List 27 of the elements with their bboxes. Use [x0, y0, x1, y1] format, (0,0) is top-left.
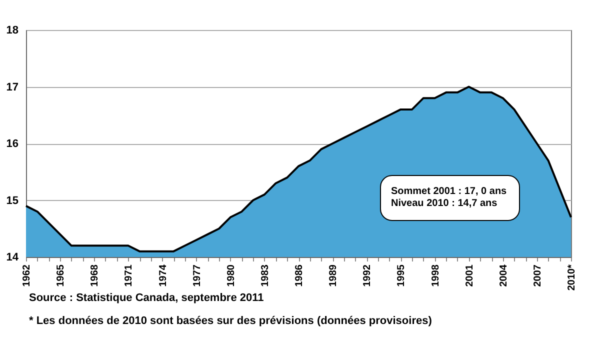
y-tick-label: 16	[6, 138, 18, 150]
x-tick-label: 1974	[158, 264, 169, 287]
y-tick-label: 17	[6, 81, 18, 94]
y-tick-label: 18	[6, 24, 18, 36]
x-tick-label: 1986	[294, 264, 305, 287]
x-tick-label: 1980	[226, 264, 237, 287]
x-tick-label: 1977	[192, 264, 203, 287]
x-tick-label: 1992	[362, 264, 374, 287]
annotation: Sommet 2001 : 17, 0 ans	[391, 186, 508, 198]
text: * Les données de 2010 sont basées sur des prévisions (données provisoires)	[29, 315, 432, 327]
annotation: Niveau 2010 : 14,7 ans	[391, 198, 498, 210]
x-tick-label: 1968	[90, 264, 101, 287]
source-note: Source : Statistique Canada, septembre 2011	[29, 292, 264, 304]
x-tick-label: 1998	[430, 264, 442, 287]
y-tick-label: 15	[6, 194, 18, 207]
x-tick-label: 1962	[22, 264, 32, 287]
y-tick-label: 14	[6, 252, 20, 264]
x-tick-label: 1971	[124, 264, 135, 287]
x-tick-label: 1989	[328, 264, 340, 287]
callout-box: Sommet 2001 : 17, 0 ans Niveau 2010 : 14,7 ans	[380, 175, 520, 221]
x-tick-label: 2004	[498, 264, 510, 287]
x-tick-label: 2001	[464, 264, 476, 287]
x-tick-label: 1965	[56, 264, 67, 287]
x-tick-label: 1995	[396, 264, 408, 287]
x-tick-label: 2007	[532, 264, 544, 287]
x-tick-label: 1983	[260, 264, 271, 287]
x-tick-label: 2010*	[566, 264, 578, 291]
